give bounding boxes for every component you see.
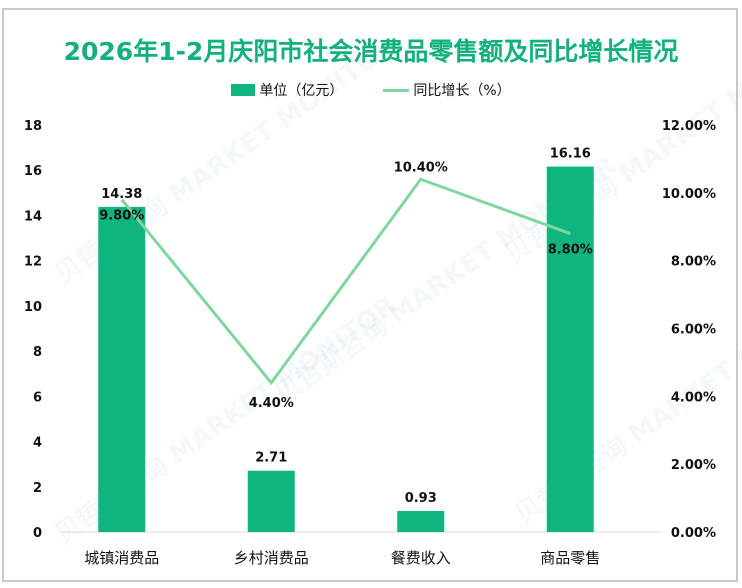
left-tick-label: 14 (24, 209, 42, 224)
x-category-label: 餐费收入 (391, 549, 451, 567)
line-value-label: 10.40% (394, 160, 448, 175)
legend-item-bar[interactable]: 单位（亿元） (231, 80, 343, 100)
line-series (120, 177, 571, 386)
right-tick-label: 0.00% (671, 526, 716, 541)
left-tick-label: 2 (33, 481, 42, 496)
bar[interactable] (98, 206, 146, 532)
right-tick-label: 10.00% (662, 187, 716, 202)
left-tick-label: 6 (33, 390, 42, 405)
left-tick-label: 0 (33, 526, 42, 541)
left-tick-label: 16 (24, 164, 42, 179)
bar-value-label: 0.93 (405, 491, 437, 506)
bar[interactable] (397, 510, 445, 532)
right-tick-label: 8.00% (671, 255, 716, 270)
left-tick-label: 12 (24, 255, 42, 270)
left-tick-label: 4 (33, 436, 42, 451)
chart-title: 2026年1-2月庆阳市社会消费品零售额及同比增长情况 (63, 37, 679, 66)
left-tick-label: 10 (24, 300, 42, 315)
line-swatch-icon (383, 88, 410, 92)
right-tick-label: 4.00% (671, 390, 716, 405)
right-tick-label: 2.00% (671, 458, 716, 473)
legend-bar-label: 单位（亿元） (259, 83, 344, 99)
legend-line-label: 同比增长（%） (413, 83, 511, 99)
legend: 单位（亿元） 同比增长（%） (0, 80, 742, 100)
right-tick-label: 6.00% (671, 323, 716, 338)
left-tick-label: 18 (24, 119, 42, 134)
x-category-label: 城镇消费品 (84, 549, 159, 567)
x-category-label: 乡村消费品 (234, 549, 309, 567)
legend-item-line[interactable]: 同比增长（%） (383, 80, 511, 100)
data-labels: 14.38 2.71 0.93 16.16 9.80% 4.40% 10.40% 8.80% (99, 147, 593, 506)
bar[interactable] (546, 166, 594, 533)
x-axis-labels: 城镇消费品 乡村消费品 餐费收入 商品零售 (84, 549, 600, 567)
bar-series (98, 166, 594, 533)
bar[interactable] (247, 470, 295, 532)
bar-value-label: 2.71 (255, 451, 287, 466)
bar-value-label: 14.38 (101, 187, 142, 202)
right-axis: 0.00% 2.00% 4.00% 6.00% 8.00% 10.00% 12.00% (662, 119, 716, 541)
bar-swatch-icon (231, 84, 256, 96)
right-tick-label: 12.00% (662, 119, 716, 134)
left-axis: 0 2 4 6 8 10 12 14 16 18 (24, 119, 42, 541)
line-value-label: 9.80% (99, 209, 144, 224)
line-value-label: 4.40% (249, 396, 294, 411)
growth-line[interactable] (120, 177, 571, 386)
line-value-label: 8.80% (548, 243, 593, 258)
left-tick-label: 8 (33, 345, 42, 360)
x-category-label: 商品零售 (540, 549, 600, 567)
bar-value-label: 16.16 (550, 147, 591, 162)
